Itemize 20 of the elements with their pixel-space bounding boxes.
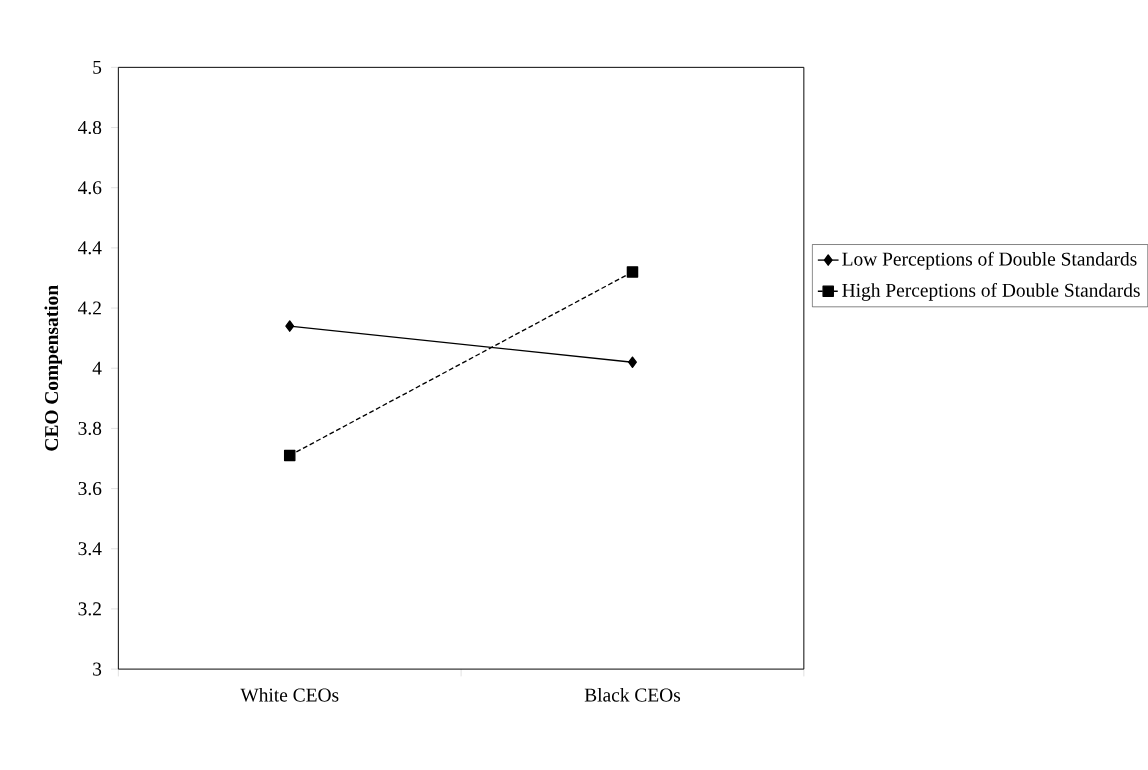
- y-tick-label: 4.6: [78, 181, 102, 195]
- x-tick-label: White CEOs: [240, 687, 339, 702]
- y-tick-label: 3.8: [78, 421, 102, 435]
- y-tick-label: 3: [93, 662, 102, 676]
- y-tick-label: 4.4: [78, 241, 102, 255]
- point: [627, 356, 637, 368]
- point: [283, 449, 296, 462]
- point: [285, 320, 295, 332]
- point: [626, 266, 639, 278]
- y-axis-title: CEO Compensation: [44, 285, 63, 451]
- y-tick-label: 4: [92, 361, 102, 375]
- legend-label: Low Perceptions of Double Standards: [842, 251, 1137, 270]
- x-tick-label: Black CEOs: [584, 687, 681, 702]
- y-tick-label: 5: [93, 60, 102, 74]
- y-tick-label: 3.2: [78, 602, 101, 616]
- y-tick-label: 3.6: [78, 481, 102, 496]
- y-tick-label: 4.8: [78, 120, 102, 135]
- y-tick-label: 3.4: [78, 542, 102, 556]
- legend-label: High Perceptions of Double Standards: [842, 282, 1140, 301]
- y-tick-label: 4.2: [78, 301, 101, 315]
